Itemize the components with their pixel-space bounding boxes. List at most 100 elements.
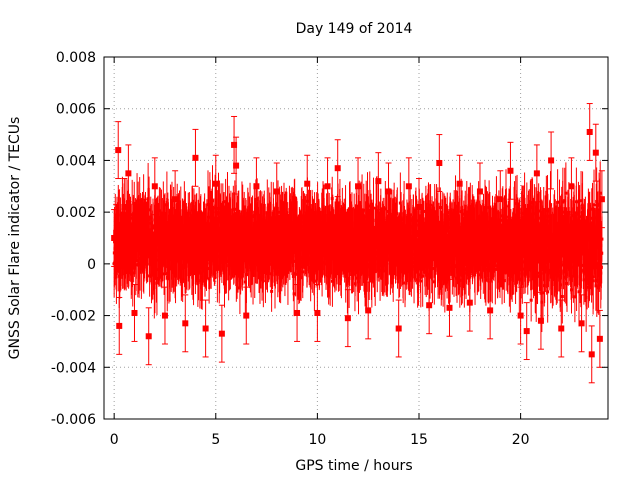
data-point: [284, 251, 288, 255]
data-point: [570, 214, 574, 218]
data-point: [222, 225, 226, 229]
data-point: [530, 201, 534, 205]
data-point: [320, 226, 324, 230]
data-point: [280, 208, 284, 212]
data-point: [414, 209, 418, 213]
data-point: [275, 225, 279, 229]
data-point: [217, 211, 221, 215]
data-point: [559, 283, 563, 287]
data-point: [548, 203, 552, 207]
data-point: [299, 276, 303, 280]
data-point: [235, 225, 239, 229]
data-point: [409, 273, 413, 277]
data-point: [198, 221, 202, 225]
data-point: [429, 203, 433, 207]
data-point: [181, 254, 185, 258]
data-point: [300, 232, 304, 236]
data-point: [444, 220, 448, 224]
data-point: [561, 200, 565, 204]
data-point: [566, 214, 570, 218]
data-point: [577, 290, 581, 294]
data-point: [436, 222, 440, 226]
data-point: [578, 215, 582, 219]
data-point: [487, 268, 491, 272]
data-point: [579, 199, 583, 203]
data-point: [237, 209, 241, 213]
data-point: [357, 256, 361, 260]
data-point: [255, 197, 259, 201]
data-point: [570, 288, 574, 292]
data-point: [120, 255, 124, 259]
data-point: [156, 258, 160, 262]
data-point: [427, 272, 431, 276]
data-point: [254, 209, 258, 213]
data-point: [403, 230, 407, 234]
data-point: [473, 268, 477, 272]
data-point: [355, 249, 359, 253]
data-point: [279, 235, 283, 239]
data-point: [238, 286, 242, 290]
data-point: [124, 212, 128, 216]
data-point: [265, 211, 269, 215]
data-point: [226, 204, 230, 208]
data-point: [532, 212, 536, 216]
data-point: [248, 262, 252, 266]
data-point: [545, 251, 549, 255]
data-point: [401, 281, 405, 285]
data-point: [543, 268, 547, 272]
data-point: [132, 225, 136, 229]
data-point: [489, 278, 493, 282]
data-point: [292, 259, 296, 263]
data-point: [330, 244, 334, 248]
data-point: [169, 221, 173, 225]
data-point: [320, 260, 324, 264]
data-point: [560, 294, 564, 298]
data-point: [520, 272, 524, 276]
data-point: [574, 262, 578, 266]
data-point: [553, 230, 557, 234]
data-point: [362, 208, 366, 212]
data-point: [546, 214, 550, 218]
data-point: [483, 206, 487, 210]
data-point: [183, 235, 187, 239]
data-point: [209, 223, 213, 227]
data-point: [484, 212, 488, 216]
data-point: [330, 197, 334, 201]
data-point: [196, 279, 200, 283]
data-point: [481, 257, 485, 261]
data-point: [455, 240, 459, 244]
data-point: [292, 222, 296, 226]
data-point: [483, 253, 487, 257]
data-point: [330, 279, 334, 283]
data-point: [210, 199, 214, 203]
data-point: [432, 280, 436, 284]
data-point: [501, 214, 505, 218]
data-point: [259, 220, 263, 224]
data-point: [363, 224, 367, 228]
data-point: [208, 206, 212, 210]
data-point: [251, 266, 255, 270]
data-point: [500, 267, 504, 271]
data-point: [541, 291, 545, 295]
data-point: [187, 218, 191, 222]
data-point: [257, 213, 261, 217]
data-point: [160, 260, 164, 264]
data-point: [468, 210, 472, 214]
data-point: [443, 224, 447, 228]
data-layer: [111, 103, 605, 384]
data-point: [490, 272, 494, 276]
data-point: [362, 241, 366, 245]
data-point: [339, 274, 343, 278]
data-point: [259, 258, 263, 262]
data-point: [223, 282, 227, 286]
data-point: [398, 201, 402, 205]
data-point: [294, 272, 298, 276]
data-point: [515, 208, 519, 212]
data-point: [344, 212, 348, 216]
data-point: [117, 274, 121, 278]
data-point: [243, 280, 247, 284]
data-point: [565, 281, 569, 285]
data-point: [536, 271, 540, 275]
data-point: [538, 224, 542, 228]
data-point: [520, 218, 524, 222]
